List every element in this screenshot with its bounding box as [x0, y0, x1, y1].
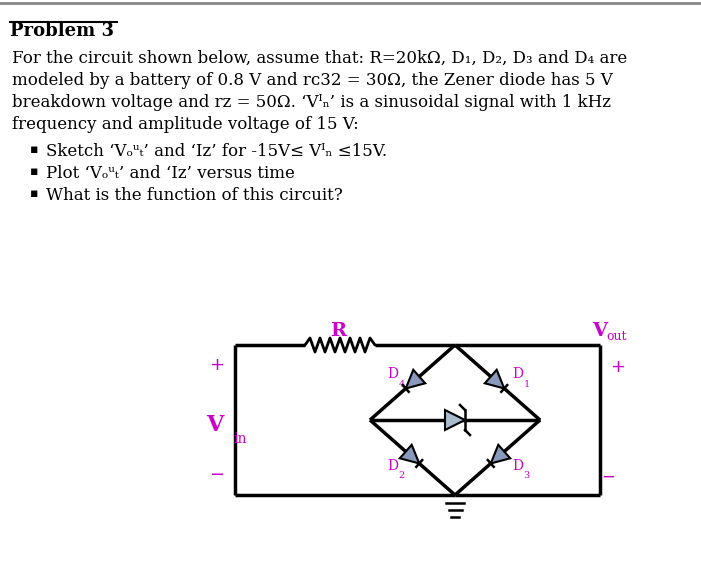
Text: modeled by a battery of 0.8 V and rᴄ32 = 30Ω, the Zener diode has 5 V: modeled by a battery of 0.8 V and rᴄ32 =…	[12, 72, 613, 89]
Text: What is the function of this circuit?: What is the function of this circuit?	[46, 187, 343, 204]
Polygon shape	[400, 445, 419, 463]
Text: +: +	[210, 356, 224, 374]
Text: R: R	[330, 322, 346, 340]
Text: Problem 3: Problem 3	[10, 22, 114, 40]
Text: −: −	[601, 468, 615, 486]
Text: D: D	[387, 368, 398, 382]
Text: Sketch ‘Vₒᵘₜ’ and ‘Iᴢ’ for -15V≤ Vᴵₙ ≤15V.: Sketch ‘Vₒᵘₜ’ and ‘Iᴢ’ for -15V≤ Vᴵₙ ≤15…	[46, 143, 387, 160]
Text: For the circuit shown below, assume that: R=20kΩ, D₁, D₂, D₃ and D₄ are: For the circuit shown below, assume that…	[12, 50, 627, 67]
Text: Plot ‘Vₒᵘₜ’ and ‘Iᴢ’ versus time: Plot ‘Vₒᵘₜ’ and ‘Iᴢ’ versus time	[46, 165, 295, 182]
Text: V: V	[205, 414, 223, 436]
Polygon shape	[406, 370, 426, 389]
Text: breakdown voltage and rᴢ = 50Ω. ‘Vᴵₙ’ is a sinusoidal signal with 1 kHz: breakdown voltage and rᴢ = 50Ω. ‘Vᴵₙ’ is…	[12, 94, 611, 111]
Text: V: V	[592, 322, 607, 340]
Text: D: D	[512, 368, 523, 382]
Text: −: −	[210, 466, 224, 484]
Text: 1: 1	[524, 380, 530, 389]
Polygon shape	[445, 410, 465, 430]
Text: in: in	[233, 432, 247, 446]
Text: out: out	[606, 330, 627, 343]
Text: 3: 3	[524, 471, 530, 480]
Text: D: D	[387, 459, 398, 473]
Text: ▪: ▪	[30, 143, 39, 156]
Text: 4: 4	[398, 380, 404, 389]
Text: ▪: ▪	[30, 187, 39, 200]
Text: D: D	[512, 459, 523, 473]
Text: ▪: ▪	[30, 165, 39, 178]
Polygon shape	[485, 370, 504, 389]
Text: frequency and amplitude voltage of 15 V:: frequency and amplitude voltage of 15 V:	[12, 116, 359, 133]
Text: +: +	[611, 358, 625, 376]
Text: 2: 2	[398, 471, 404, 480]
Polygon shape	[491, 445, 510, 463]
